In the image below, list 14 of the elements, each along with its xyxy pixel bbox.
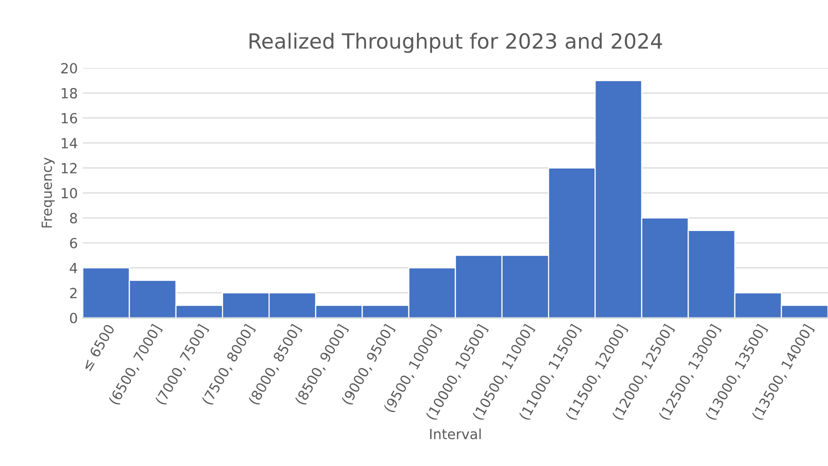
y-tick-label: 10 (62, 188, 78, 198)
y-axis-title: Frequency (42, 157, 55, 228)
y-tick-label: 14 (62, 138, 78, 148)
y-tick-label: 12 (62, 162, 77, 174)
x-axis-title: Interval (430, 428, 481, 440)
y-tick-label: 0 (70, 312, 78, 324)
y-tick-label: 4 (70, 263, 78, 274)
y-tick-label: 16 (62, 112, 78, 124)
y-tick-label: 20 (61, 63, 78, 74)
y-tick-label: 8 (70, 212, 77, 224)
chart-title: Realized Throughput for 2023 and 2024 (250, 32, 662, 53)
y-tick-label: 18 (62, 88, 77, 98)
y-tick-label: 6 (70, 238, 78, 248)
y-tick-label: 2 (70, 288, 77, 298)
